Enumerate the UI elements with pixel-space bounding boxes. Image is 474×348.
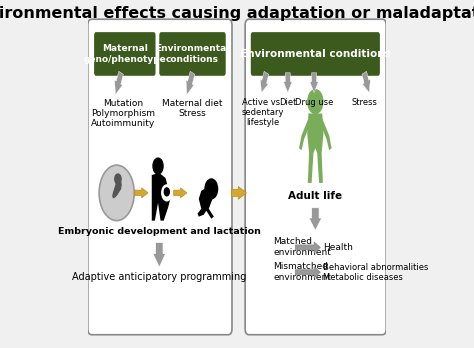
Polygon shape xyxy=(309,208,322,230)
Text: Maternal diet
Stress: Maternal diet Stress xyxy=(162,98,223,118)
Text: Drug use: Drug use xyxy=(295,98,333,106)
Polygon shape xyxy=(173,188,187,198)
Circle shape xyxy=(205,179,218,199)
Text: Diet: Diet xyxy=(279,98,296,106)
Circle shape xyxy=(99,165,134,221)
Circle shape xyxy=(308,90,323,113)
FancyBboxPatch shape xyxy=(159,32,226,76)
Polygon shape xyxy=(362,71,371,93)
Text: Environmental
conditions: Environmental conditions xyxy=(155,44,230,64)
Text: Embryonic development and lactation: Embryonic development and lactation xyxy=(58,227,261,236)
Text: Adaptive anticipatory programming: Adaptive anticipatory programming xyxy=(72,272,246,282)
Text: Stress: Stress xyxy=(351,98,377,106)
Text: Adult life: Adult life xyxy=(288,191,342,201)
Text: Environmental effects causing adaptation or maladaptation: Environmental effects causing adaptation… xyxy=(0,6,474,21)
Text: Matched
environment: Matched environment xyxy=(273,237,331,257)
Text: Behavioral abnormalities
Metabolic diseases: Behavioral abnormalities Metabolic disea… xyxy=(323,262,428,282)
Text: Health: Health xyxy=(323,243,353,252)
Text: Active vs.
sedentary
lifestyle: Active vs. sedentary lifestyle xyxy=(241,98,284,127)
FancyBboxPatch shape xyxy=(251,32,380,76)
Text: Environmental conditions: Environmental conditions xyxy=(240,49,391,59)
Text: Maternal
geno/phenotype: Maternal geno/phenotype xyxy=(83,44,166,64)
Polygon shape xyxy=(153,243,166,267)
Text: Mismatched
environment: Mismatched environment xyxy=(273,262,331,282)
Polygon shape xyxy=(260,71,269,93)
Polygon shape xyxy=(115,71,123,95)
Polygon shape xyxy=(307,113,323,183)
Polygon shape xyxy=(135,188,148,198)
FancyBboxPatch shape xyxy=(88,19,232,335)
Circle shape xyxy=(164,188,169,196)
Polygon shape xyxy=(113,179,121,198)
Circle shape xyxy=(115,174,121,184)
Polygon shape xyxy=(198,187,214,219)
FancyBboxPatch shape xyxy=(245,19,386,335)
Polygon shape xyxy=(299,118,310,150)
FancyBboxPatch shape xyxy=(94,32,155,76)
Polygon shape xyxy=(321,118,332,150)
Polygon shape xyxy=(231,187,246,199)
Text: Mutation
Polymorphism
Autoimmunity: Mutation Polymorphism Autoimmunity xyxy=(91,98,155,128)
Polygon shape xyxy=(186,71,195,95)
Polygon shape xyxy=(152,173,171,221)
Polygon shape xyxy=(310,73,319,93)
Polygon shape xyxy=(295,242,320,253)
Polygon shape xyxy=(295,267,320,278)
Circle shape xyxy=(153,158,163,174)
Polygon shape xyxy=(283,73,292,93)
Circle shape xyxy=(162,185,172,201)
